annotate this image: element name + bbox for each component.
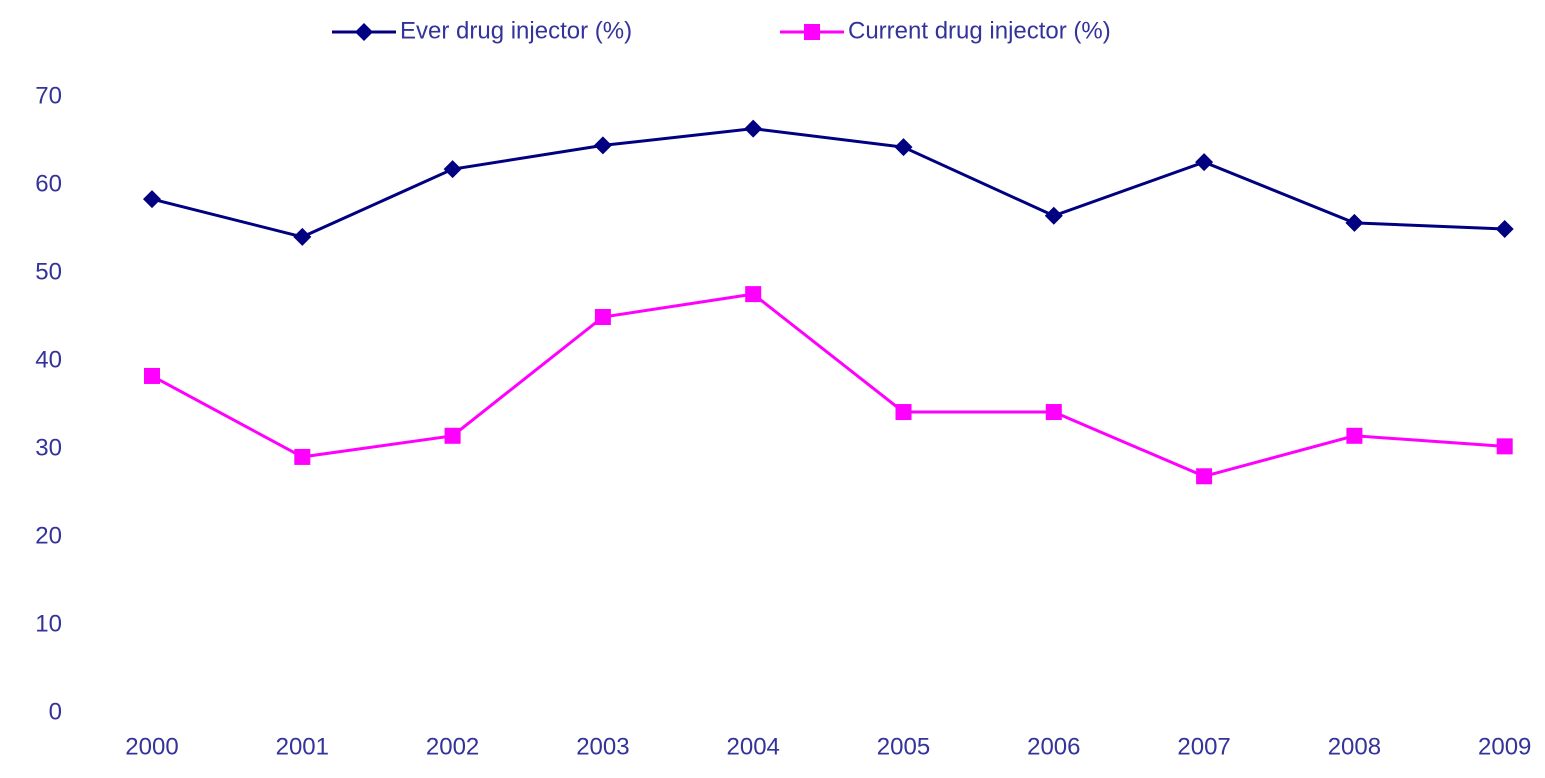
data-point [1496,438,1513,455]
data-point [1195,153,1214,172]
y-tick-label: 20 [35,522,62,549]
data-point [745,286,762,303]
x-tick-label: 2002 [426,733,479,760]
data-point [895,404,912,421]
data-point [1495,220,1514,238]
y-tick-label: 30 [35,434,62,461]
data-point [1044,206,1063,225]
data-point [1345,213,1364,232]
data-point [444,427,461,444]
series-line [151,127,1505,239]
data-point [1045,404,1062,421]
series-line [151,292,1505,478]
x-tick-label: 2001 [276,733,329,760]
data-point [143,190,161,209]
y-tick-label: 0 [49,698,62,725]
x-tick-label: 2008 [1328,733,1381,760]
data-point [594,309,611,325]
x-tick-label: 2005 [877,733,930,760]
y-tick-label: 70 [35,82,62,109]
y-tick-label: 60 [35,170,62,197]
x-tick-label: 2004 [727,733,780,760]
y-tick-label: 40 [35,346,62,373]
data-point [593,136,612,155]
data-point [443,160,462,179]
x-tick-label: 2000 [125,733,178,760]
data-point [293,227,312,246]
x-tick-label: 2007 [1177,733,1230,760]
legend-label: Current drug injector (%) [848,17,1111,44]
x-tick-label: 2009 [1478,733,1531,760]
data-point [1346,427,1363,444]
data-point [1196,468,1213,485]
data-point [144,367,160,384]
legend-marker [804,24,820,40]
data-point [294,448,311,465]
legend-marker [355,23,373,41]
data-point [744,119,763,138]
x-tick-label: 2006 [1027,733,1080,760]
data-point [894,138,913,157]
x-tick-label: 2003 [576,733,629,760]
y-tick-label: 50 [35,258,62,285]
y-tick-label: 10 [35,610,62,637]
legend-label: Ever drug injector (%) [400,17,632,44]
